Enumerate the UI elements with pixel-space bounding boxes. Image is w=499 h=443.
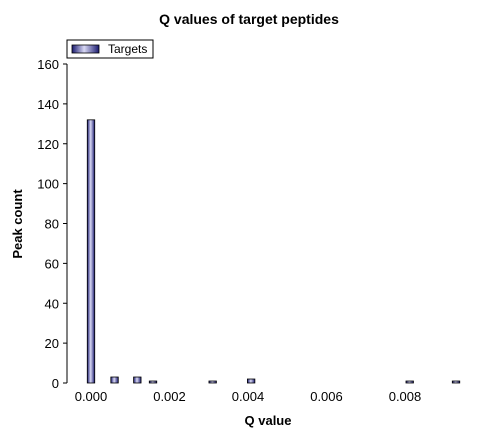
y-tick-label: 160 bbox=[37, 57, 59, 72]
bar bbox=[208, 380, 217, 384]
legend-label-targets: Targets bbox=[108, 42, 147, 56]
x-tick-label: 0.000 bbox=[75, 389, 108, 404]
x-tick-label: 0.004 bbox=[232, 389, 265, 404]
y-tick-label: 40 bbox=[45, 296, 59, 311]
bars bbox=[86, 119, 461, 384]
bar bbox=[451, 380, 461, 384]
y-tick-label: 60 bbox=[45, 256, 59, 271]
bar bbox=[110, 376, 119, 384]
legend-box bbox=[66, 39, 154, 59]
bar bbox=[86, 119, 96, 384]
legend: Targets bbox=[66, 39, 154, 59]
y-axis-label: Peak count bbox=[10, 189, 25, 259]
x-tick-label: 0.008 bbox=[389, 389, 422, 404]
bar bbox=[148, 380, 158, 384]
y-tick-label: 100 bbox=[37, 177, 59, 192]
x-ticks: 0.000 0.002 0.004 0.006 0.008 bbox=[75, 389, 422, 404]
y-tick-label: 20 bbox=[45, 336, 59, 351]
bar bbox=[247, 378, 256, 384]
y-tick-label: 120 bbox=[37, 137, 59, 152]
bar bbox=[405, 380, 414, 384]
x-axis-label: Q value bbox=[245, 413, 292, 428]
bar bbox=[133, 376, 142, 384]
y-tick-label: 80 bbox=[45, 217, 59, 232]
y-tick-label: 140 bbox=[37, 97, 59, 112]
y-ticks: 0 20 40 60 80 100 120 140 160 bbox=[37, 57, 67, 391]
y-tick-label: 0 bbox=[52, 376, 59, 391]
chart-title: Q values of target peptides bbox=[159, 11, 339, 27]
legend-swatch bbox=[71, 44, 100, 54]
x-tick-label: 0.006 bbox=[310, 389, 343, 404]
x-tick-label: 0.002 bbox=[153, 389, 186, 404]
